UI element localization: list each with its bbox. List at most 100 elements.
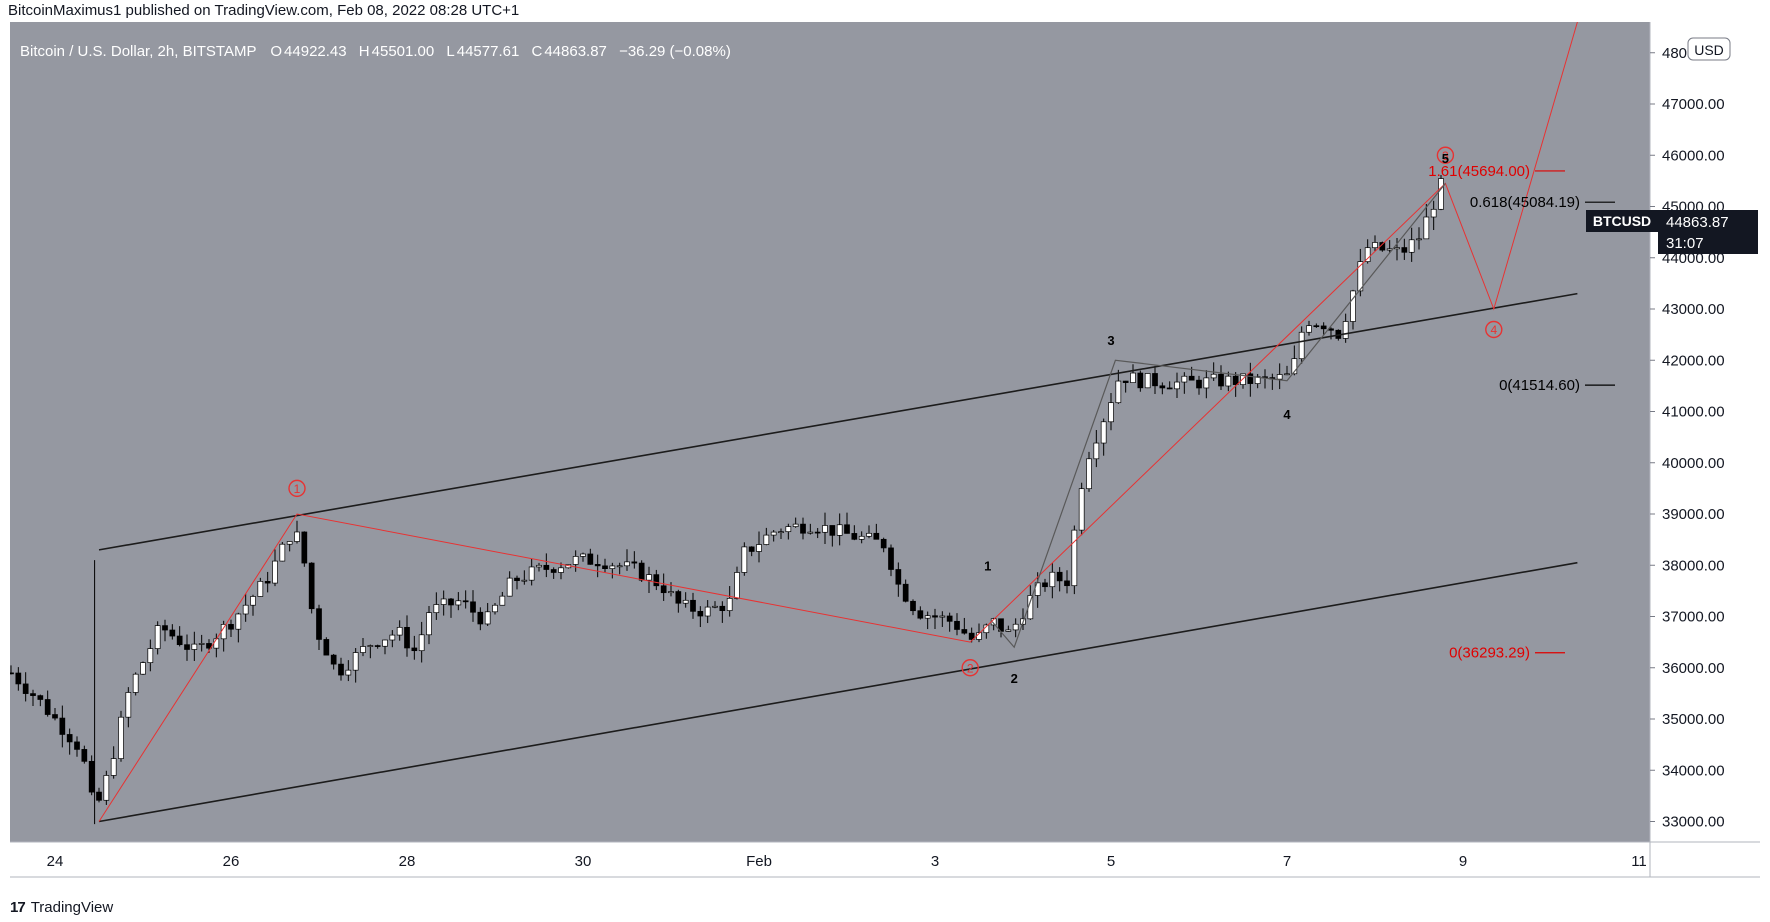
candle-body-58	[433, 604, 440, 614]
candle-body-35	[264, 581, 271, 584]
wave-black-label-4: 4	[1283, 407, 1291, 422]
candle-body-22	[169, 629, 176, 637]
price-axis[interactable]	[1650, 22, 1760, 877]
legend-close: 44863.87	[544, 43, 607, 60]
candle-body-64	[477, 611, 484, 625]
candle-body-126	[932, 615, 938, 618]
candle-body-190	[1401, 247, 1408, 253]
candle-body-141	[1042, 582, 1048, 588]
candle-body-189	[1394, 247, 1400, 250]
candle-body-59	[440, 598, 447, 605]
candle-body-53	[396, 626, 403, 636]
candle-body-81	[602, 565, 608, 569]
candle-body-179	[1320, 325, 1327, 330]
candle-body-163	[1203, 377, 1210, 389]
currency-badge[interactable]	[1687, 37, 1731, 61]
candle-body-85	[631, 561, 638, 564]
candle-body-152	[1122, 380, 1129, 383]
x-tick-label-0: 24	[47, 853, 64, 870]
legend-high: 45501.00	[372, 43, 435, 60]
candle-body-75	[558, 567, 564, 573]
candle-body-86	[638, 562, 645, 581]
candle-body-51	[382, 639, 388, 647]
candle-body-48	[360, 646, 366, 653]
candle-body-158	[1166, 387, 1173, 390]
candle-body-72	[536, 564, 542, 568]
candle-body-0	[10, 672, 14, 675]
wave-black-label-2: 2	[1011, 671, 1018, 686]
candle-body-195	[1438, 178, 1444, 210]
candle-body-153	[1130, 372, 1136, 383]
candles-layer	[10, 175, 1444, 825]
wave-red-label-3: 3	[1442, 149, 1449, 163]
x-tick-label-2: 28	[399, 853, 416, 870]
candle-body-65	[484, 611, 491, 625]
ticker-price-tag	[1658, 210, 1758, 254]
y-tick-label-1: 34000.00	[1662, 762, 1725, 779]
legend-low: 44577.61	[457, 43, 520, 60]
candle-body-16	[125, 692, 132, 718]
candle-body-99	[734, 572, 740, 599]
candle-body-17	[132, 673, 139, 693]
candle-body-123	[910, 600, 916, 612]
candle-body-27	[206, 643, 212, 649]
candle-body-36	[272, 560, 278, 584]
legend-high-label: H	[359, 43, 370, 60]
candle-body-92	[682, 599, 689, 604]
candle-body-194	[1430, 208, 1437, 218]
candle-body-11	[88, 760, 95, 793]
candle-body-46	[345, 669, 352, 676]
candle-body-151	[1115, 380, 1122, 404]
candle-body-70	[521, 579, 528, 582]
ticker-price: 44863.87	[1666, 214, 1729, 231]
candle-body-160	[1181, 375, 1188, 383]
wave-red-circle-3	[1436, 146, 1455, 164]
candle-body-66	[492, 604, 498, 613]
candle-body-162	[1196, 379, 1202, 389]
candle-body-28	[213, 638, 220, 649]
candle-body-88	[653, 574, 660, 587]
candle-body-5	[44, 699, 51, 715]
x-tick-label-6: 5	[1107, 853, 1115, 870]
legend-change: −36.29 (−0.08%)	[619, 43, 731, 60]
candle-body-191	[1408, 239, 1415, 253]
candle-body-21	[162, 625, 168, 631]
candle-body-124	[917, 610, 924, 619]
y-tick-label-0: 33000.00	[1662, 814, 1725, 831]
candle-body-93	[690, 599, 696, 612]
candle-body-43	[323, 639, 330, 656]
legend-symbol: Bitcoin / U.S. Dollar, 2h, BITSTAMP	[20, 43, 256, 60]
time-axis[interactable]	[10, 842, 1650, 877]
candle-body-69	[514, 577, 520, 581]
plot-area[interactable]	[10, 22, 1650, 842]
candle-body-52	[389, 634, 396, 641]
candle-body-155	[1144, 373, 1151, 389]
candle-body-129	[954, 620, 960, 630]
candle-body-30	[228, 624, 234, 630]
candle-body-54	[404, 626, 410, 649]
candle-body-106	[785, 526, 792, 533]
wave-black-label-5: 5	[1442, 151, 1449, 166]
candle-body-33	[250, 596, 256, 606]
ticker-name-tag	[1586, 210, 1658, 232]
candle-body-127	[939, 615, 946, 618]
candle-body-14	[110, 758, 117, 776]
channel-upper-line	[98, 292, 1578, 551]
candle-body-101	[748, 546, 755, 552]
candle-body-77	[572, 556, 579, 565]
candle-body-114	[844, 524, 850, 534]
candle-body-110	[814, 531, 821, 534]
candle-body-62	[462, 600, 469, 603]
candle-body-23	[176, 635, 183, 646]
candle-body-103	[763, 534, 770, 545]
overlays-layer: 1 2 3 4 1 2 3 4 51.61(45694.00) 0(36293.29) 0.618(…	[98, 22, 1615, 823]
candle-body-175	[1291, 358, 1298, 375]
candle-body-9	[74, 741, 80, 750]
candle-body-57	[426, 612, 432, 636]
candle-body-193	[1423, 216, 1430, 240]
candle-body-130	[961, 629, 968, 634]
candle-body-56	[418, 634, 425, 652]
candle-body-125	[924, 615, 931, 619]
candle-body-15	[118, 716, 124, 759]
